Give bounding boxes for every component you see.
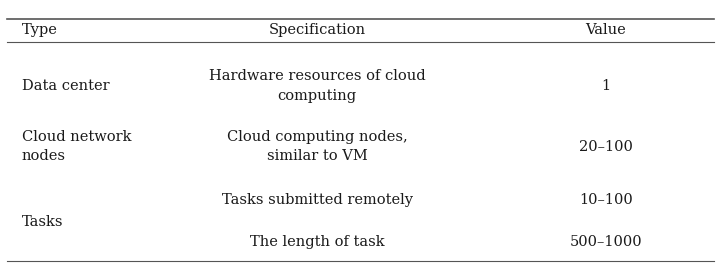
Text: Value: Value xyxy=(585,23,626,37)
Text: 500–1000: 500–1000 xyxy=(570,235,642,249)
Text: Hardware resources of cloud
computing: Hardware resources of cloud computing xyxy=(209,69,425,103)
Text: 10–100: 10–100 xyxy=(579,193,632,207)
Text: Type: Type xyxy=(22,23,58,37)
Text: Specification: Specification xyxy=(269,23,366,37)
Text: 1: 1 xyxy=(601,79,610,93)
Text: 20–100: 20–100 xyxy=(579,140,632,154)
Text: Cloud network
nodes: Cloud network nodes xyxy=(22,130,131,163)
Text: The length of task: The length of task xyxy=(250,235,384,249)
Text: Cloud computing nodes,
similar to VM: Cloud computing nodes, similar to VM xyxy=(227,130,407,163)
Text: Tasks submitted remotely: Tasks submitted remotely xyxy=(222,193,412,207)
Text: Tasks: Tasks xyxy=(22,215,63,229)
Text: Data center: Data center xyxy=(22,79,110,93)
